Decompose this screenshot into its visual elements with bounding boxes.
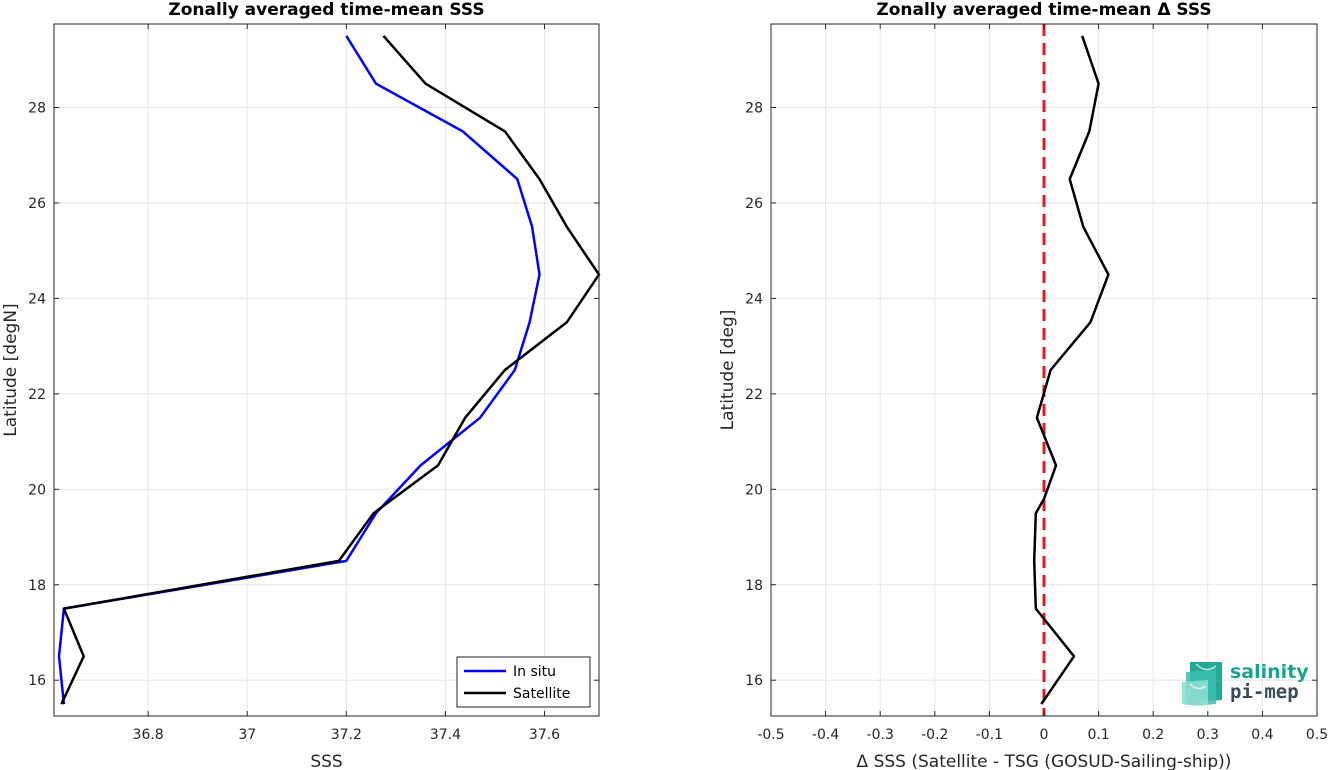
right-y-axis-label: Latitude [deg]: [718, 310, 738, 431]
left-legend-box: [456, 656, 591, 708]
left-ytick-label-1: 18: [28, 578, 46, 594]
right-ytick-label-2: 20: [745, 482, 763, 498]
right-x-axis-label: Δ SSS (Satellite - TSG (GOSUD-Sailing-sh…: [857, 752, 1232, 770]
left-ytick-label-2: 20: [28, 482, 46, 498]
left-panel-sss: 36.8 37 37.2 37.4 37.6 16 18 20 22 24 26 28 Zonally …: [1, 0, 601, 770]
right-ytick-label-4: 24: [745, 291, 763, 307]
right-chart-title: Zonally averaged time-mean Δ SSS: [876, 0, 1211, 20]
left-legend-label-0: In situ: [513, 664, 556, 680]
right-xtick-label-5: 0: [1040, 727, 1049, 743]
left-ytick-label-3: 22: [28, 387, 46, 403]
logo-text-pi-mep: pi-mep: [1230, 681, 1299, 703]
right-xtick-label-4: -0.1: [976, 727, 1003, 743]
left-xtick-label-2: 37.2: [331, 727, 362, 743]
left-ytick-label-5: 26: [28, 196, 46, 212]
right-xtick-label-8: 0.3: [1197, 727, 1219, 743]
left-xtick-label-0: 36.8: [133, 727, 164, 743]
left-xtick-label-3: 37.4: [430, 727, 461, 743]
right-xtick-label-10: 0.5: [1306, 727, 1328, 743]
salinity-pi-mep-logo: salinity pi-mep: [1182, 661, 1309, 706]
right-ytick-label-6: 28: [745, 101, 763, 117]
logo-text-salinity: salinity: [1230, 661, 1309, 683]
left-ytick-label-6: 28: [28, 101, 46, 117]
left-axes-box: [53, 23, 600, 717]
right-series-line-0: [1032, 35, 1110, 705]
left-xtick-label-4: 37.6: [529, 727, 560, 743]
right-xtick-label-9: 0.4: [1251, 727, 1273, 743]
left-xtick-label-1: 37: [238, 727, 256, 743]
left-x-axis-label: SSS: [310, 752, 342, 770]
left-legend: In situ Satellite: [456, 656, 591, 708]
left-ytick-label-4: 24: [28, 291, 46, 307]
left-plot-area: [54, 24, 599, 716]
right-xtick-label-0: -0.5: [757, 727, 784, 743]
left-chart-title: Zonally averaged time-mean SSS: [168, 0, 484, 20]
right-ytick-label-1: 18: [745, 578, 763, 594]
left-y-axis-label: Latitude [degN]: [1, 303, 21, 436]
right-xtick-label-2: -0.3: [867, 727, 894, 743]
logo-wave-icon: [1182, 662, 1222, 706]
right-xtick-label-3: -0.2: [921, 727, 948, 743]
right-ytick-label-3: 22: [745, 387, 763, 403]
left-series-line-1: [60, 35, 601, 705]
right-xtick-label-7: 0.2: [1142, 727, 1164, 743]
left-ytick-label-0: 16: [28, 673, 46, 689]
right-xtick-label-6: 0.1: [1087, 727, 1109, 743]
right-ytick-label-0: 16: [745, 673, 763, 689]
right-xtick-label-1: -0.4: [812, 727, 839, 743]
right-panel-delta-sss: -0.5 -0.4 -0.3 -0.2 -0.1 0 0.1 0.2 0.3 0.4 0.5 16 18…: [718, 0, 1328, 770]
right-ytick-label-5: 26: [745, 196, 763, 212]
left-legend-label-1: Satellite: [513, 686, 570, 702]
